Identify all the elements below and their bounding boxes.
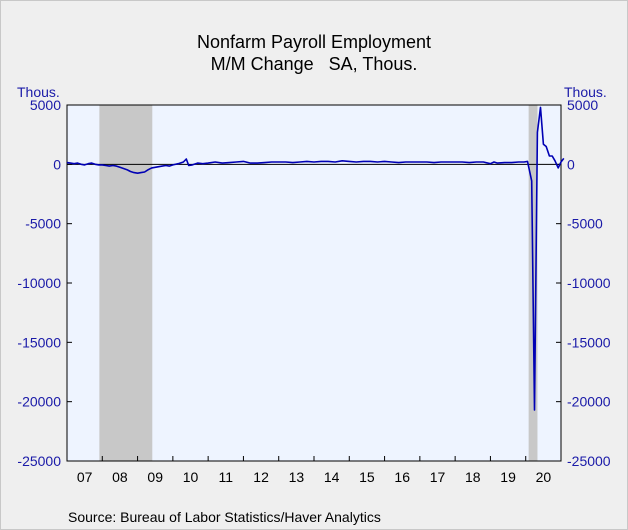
y-tick-label-left: -5000 [25,216,61,232]
y-tick-label-left: -10000 [17,275,61,291]
recession-band-0 [99,105,153,461]
y-tick-label-right: -10000 [567,275,611,291]
y-tick-label-right: 5000 [567,97,598,113]
y-tick-label-left: -20000 [17,394,61,410]
y-tick-label-left: 0 [53,156,61,172]
y-tick-label-left: 5000 [30,97,61,113]
y-tick-label-right: -25000 [567,453,611,469]
y-tick-label-right: -20000 [567,394,611,410]
y-tick-label-right: -15000 [567,334,611,350]
y-axis-unit-left: Thous. [17,84,60,100]
y-tick-label-left: -15000 [17,334,61,350]
y-tick-label-left: -25000 [17,453,61,469]
y-tick-label-right: 0 [567,156,575,172]
x-tick-label: 15 [359,469,375,485]
x-tick-label: 11 [219,469,234,485]
x-tick-label: 20 [536,469,552,485]
y-axis-unit-right: Thous. [564,84,607,100]
x-tick-label: 14 [324,469,340,485]
x-tick-label: 10 [183,469,199,485]
source-note: Source: Bureau of Labor Statistics/Haver… [68,509,381,525]
x-tick-label: 08 [112,469,128,485]
chart-title: Nonfarm Payroll Employment [196,32,432,52]
y-tick-label-right: -5000 [567,216,603,232]
x-tick-label: 09 [147,469,163,485]
x-tick-label: 19 [500,469,516,485]
x-tick-label: 07 [77,469,93,485]
x-tick-label: 16 [394,469,410,485]
series-line-0 [66,106,565,411]
x-tick-label: 17 [430,469,446,485]
x-tick-label: 12 [253,469,269,485]
x-tick-label: 18 [465,469,481,485]
x-tick-label: 13 [289,469,305,485]
chart-subtitle: M/M Change SA, Thous. [210,54,418,74]
